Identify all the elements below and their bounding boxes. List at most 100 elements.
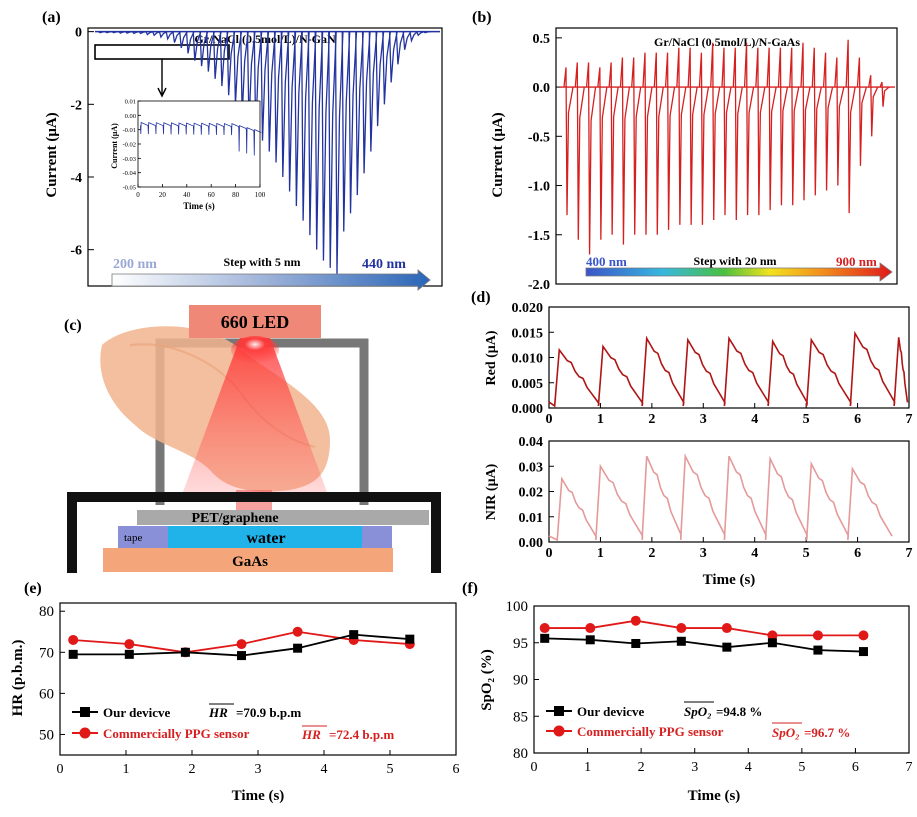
panel-d-red-ylabel: Red (μA) — [484, 330, 499, 385]
b-spike — [766, 47, 777, 211]
panel-d-nir-ticks: 0.00 0.01 0.02 0.03 0.04 0 1 2 3 4 5 6 7 — [519, 435, 913, 561]
panel-a-zoom-arrow — [157, 59, 167, 98]
legend-e-series1: Our devicve — [103, 705, 171, 720]
panel-b-yticks: 0.5 0.0 -0.5 -1.0 -1.5 -2.0 — [528, 32, 562, 293]
xtick-label: 0 — [531, 760, 538, 775]
a-spike — [402, 31, 412, 50]
a-spike — [240, 31, 249, 116]
panel-e-ticks: 0 1 2 3 4 5 6 80 70 60 50 — [39, 604, 460, 777]
d-xtick-label: 1 — [597, 412, 604, 427]
panel-e-ylabel: HR (p.b.m.) — [10, 640, 26, 717]
xtick-label: 0 — [57, 762, 64, 777]
inset-ytick-label: -0.05 — [122, 185, 136, 192]
panel-b-title: Gr/NaCl (0.5mol/L)/N-GaAs — [654, 35, 800, 49]
a-spike — [328, 31, 337, 268]
ytick-label: 80 — [513, 746, 528, 762]
a-spike — [246, 31, 256, 125]
point-square — [585, 635, 595, 645]
xtick-label: 4 — [745, 760, 752, 775]
pet-layer — [137, 510, 429, 525]
legend-f-series1: Our devicve — [577, 704, 645, 719]
point-square — [68, 649, 78, 659]
xtick-label: 5 — [798, 760, 805, 775]
inset-ylabel: Current (μA) — [110, 123, 119, 169]
panel-e-legend: Our devicve Commercially PPG sensor HR =… — [72, 703, 394, 742]
b-ytick-label: -0.5 — [528, 130, 550, 145]
point-circle — [812, 630, 823, 641]
panel-b-ylabel: Current (μA) — [490, 112, 506, 197]
panel-f-label: (f) — [462, 580, 478, 597]
b-spike — [789, 47, 800, 206]
point-square — [237, 651, 246, 661]
point-circle — [767, 630, 778, 641]
point-square — [540, 633, 550, 643]
led-label: 660 LED — [221, 312, 290, 332]
point-circle — [630, 615, 641, 626]
series-line — [544, 619, 864, 637]
d-ytick-label: 0.01 — [519, 511, 544, 526]
d-xtick-label: 5 — [803, 412, 810, 427]
xtick-label: 2 — [189, 762, 196, 777]
tape-label: tape — [124, 532, 142, 544]
inset-ytick-label: -0.02 — [122, 142, 136, 149]
inset-trace — [140, 121, 262, 156]
xtick-label: 1 — [123, 762, 130, 777]
b-ytick-label: -1.0 — [528, 180, 550, 195]
red-ppg-trace — [548, 330, 909, 408]
xtick-label: 6 — [852, 760, 859, 775]
b-spike — [664, 52, 676, 230]
a-spike — [185, 31, 195, 54]
panel-b-wl-step: Step with 20 nm — [693, 254, 776, 268]
d-ytick-label: 0.020 — [512, 301, 544, 316]
d-xtick-label: 7 — [906, 546, 913, 561]
a-spike — [409, 31, 418, 44]
legend-f-red-marker — [553, 725, 565, 737]
panel-a-yticks: 0 -2 -4 -6 — [70, 26, 94, 259]
panel-b-wavelength-bar — [585, 262, 893, 282]
panel-a-inset: Current (μA) Time (s) 0 20 40 60 80 100 0.01 0.… — [110, 99, 266, 212]
point-square — [349, 630, 359, 640]
panel-a-wavelength-bar — [111, 269, 431, 291]
d-xtick-label: 5 — [803, 546, 810, 561]
pet-label: PET/graphene — [191, 511, 278, 526]
ytick-label: 100 — [506, 599, 529, 615]
legend-f-mean2-value: =96.7 % — [804, 725, 850, 740]
legend-e-red-marker — [79, 727, 91, 739]
a-spike — [388, 31, 398, 83]
a-spike — [212, 31, 222, 79]
a-spike — [307, 31, 317, 236]
ytick-label: 60 — [39, 686, 54, 702]
d-xtick-label: 0 — [546, 546, 553, 561]
panel-f-ylabel: SpO₂ (%) — [479, 649, 495, 711]
panel-a-ylabel: Current (μA) — [44, 112, 60, 197]
water-label: water — [246, 530, 285, 547]
ytick-label: 70 — [39, 645, 54, 661]
inset-xtick-label: 20 — [159, 191, 167, 199]
b-spike — [698, 52, 710, 225]
a-spike — [165, 31, 175, 41]
d-ytick-label: 0.00 — [519, 536, 544, 551]
ytick-label: 95 — [513, 636, 528, 652]
nir-ppg-trace — [548, 453, 893, 542]
light-beam — [180, 338, 330, 500]
legend-e-series2: Commercially PPG sensor — [103, 726, 250, 741]
ytick-label: 80 — [39, 604, 54, 620]
a-spike — [314, 31, 324, 250]
a-spike — [138, 30, 147, 35]
a-spike — [260, 31, 270, 141]
xtick-label: 5 — [387, 762, 394, 777]
panel-c-label: (c) — [64, 317, 82, 334]
b-spike — [879, 81, 890, 107]
light-glow — [231, 336, 279, 364]
b-spike — [574, 62, 585, 240]
ytick-label: 90 — [513, 673, 528, 689]
a-spike — [98, 30, 107, 34]
d-xtick-label: 6 — [854, 546, 861, 561]
inset-ticks: 0 20 40 60 80 100 0.01 0.00 -0.01 -0.02 -0.03 -0.04… — [122, 99, 265, 200]
inset-ytick-label: 0.00 — [125, 113, 136, 120]
point-square — [813, 645, 823, 655]
point-circle — [721, 623, 732, 634]
panel-d-nir-ylabel: NIR (μA) — [484, 463, 499, 520]
